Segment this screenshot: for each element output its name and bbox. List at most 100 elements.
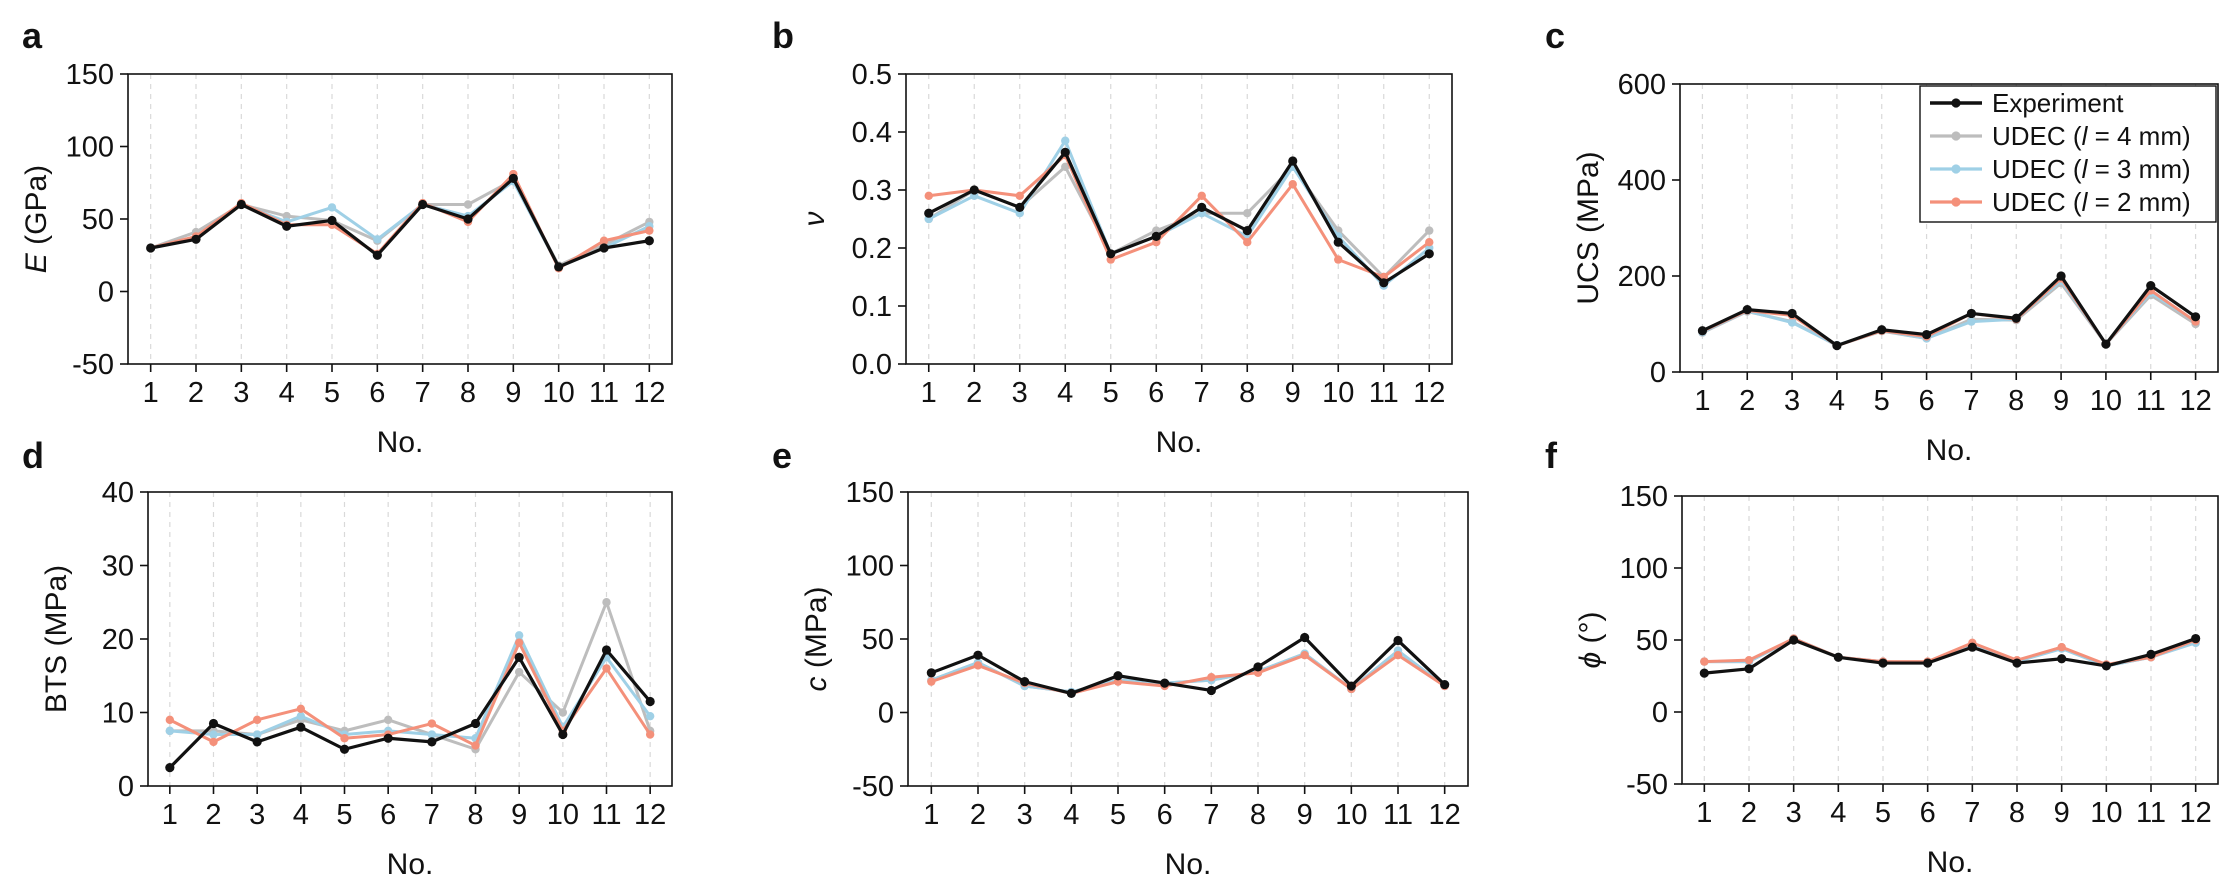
legend-label: UDEC (l = 4 mm) bbox=[1992, 121, 2191, 151]
y-tick-label: 0 bbox=[1652, 697, 1668, 729]
data-point-experiment bbox=[2011, 313, 2021, 323]
data-point-udec-l-4-mm bbox=[602, 598, 611, 607]
data-point-experiment bbox=[463, 214, 473, 224]
axes-frame bbox=[1681, 495, 2219, 785]
data-point-experiment bbox=[236, 199, 246, 210]
data-point-experiment bbox=[1015, 202, 1025, 212]
x-tick-label: 6 bbox=[1919, 385, 1935, 417]
x-tick-label: 4 bbox=[293, 799, 309, 831]
data-point-experiment bbox=[2101, 339, 2111, 349]
y-tick-label: 50 bbox=[862, 624, 894, 656]
x-tick-label: 4 bbox=[279, 377, 295, 409]
axes-frame bbox=[1679, 83, 2219, 373]
x-tick-label: 1 bbox=[1694, 385, 1710, 417]
data-point-udec-l-4-mm bbox=[1061, 162, 1070, 171]
panel-letter: b bbox=[772, 15, 794, 56]
x-tick-label: 4 bbox=[1057, 377, 1073, 409]
x-tick-label: 12 bbox=[634, 799, 666, 831]
panel-letter: f bbox=[1545, 435, 1558, 476]
x-tick-label: 12 bbox=[2179, 385, 2211, 417]
y-axis-symbol: c bbox=[800, 677, 833, 692]
data-point-udec-l-2-mm bbox=[1425, 238, 1434, 247]
legend-label-text: Experiment bbox=[1992, 88, 2124, 118]
data-point-udec-l-2-mm bbox=[599, 236, 609, 245]
x-tick-label: 1 bbox=[143, 377, 159, 409]
y-tick-label: 150 bbox=[846, 477, 894, 509]
data-point-experiment bbox=[383, 733, 393, 743]
data-point-experiment bbox=[1878, 658, 1888, 668]
series-line-experiment bbox=[150, 176, 650, 269]
data-point-experiment bbox=[1697, 326, 1708, 336]
data-point-experiment bbox=[1744, 664, 1754, 674]
data-point-experiment bbox=[1113, 671, 1123, 681]
y-axis-label: BTS (MPa) bbox=[40, 565, 73, 713]
legend-label-text: = 2 mm) bbox=[2087, 187, 2190, 217]
x-axis-label: No. bbox=[377, 426, 424, 459]
x-axis-label: No. bbox=[1165, 848, 1212, 881]
series-line-udec-l-2-mm bbox=[930, 653, 1446, 695]
data-point-udec-l-2-mm bbox=[1393, 650, 1403, 660]
x-tick-label: 1 bbox=[921, 377, 937, 409]
x-tick-label: 8 bbox=[1250, 799, 1266, 831]
series-line-experiment bbox=[928, 150, 1431, 285]
data-point-udec-l-3-mm bbox=[514, 631, 524, 640]
legend-label-variable: l bbox=[2082, 154, 2089, 184]
data-point-experiment bbox=[2191, 633, 2201, 644]
y-axis-label: ν bbox=[798, 212, 831, 227]
y-tick-label: 400 bbox=[1618, 165, 1666, 197]
x-tick-label: 5 bbox=[1103, 377, 1119, 409]
data-point-udec-l-2-mm bbox=[471, 741, 480, 750]
y-tick-label: -50 bbox=[1626, 769, 1668, 801]
data-point-experiment bbox=[1440, 679, 1450, 690]
data-point-experiment bbox=[146, 243, 156, 253]
data-point-experiment bbox=[1742, 305, 1752, 315]
y-tick-label: 150 bbox=[66, 59, 114, 91]
x-tick-label: 7 bbox=[1964, 797, 1980, 829]
legend-label-text: UDEC ( bbox=[1992, 187, 2082, 217]
x-tick-label: 1 bbox=[1696, 797, 1712, 829]
y-tick-label: 150 bbox=[1620, 481, 1668, 513]
legend-label-text: = 3 mm) bbox=[2087, 154, 2190, 184]
y-tick-label: 0.1 bbox=[852, 291, 892, 323]
data-point-experiment bbox=[296, 722, 306, 732]
y-axis-label: E (GPa) bbox=[20, 165, 53, 273]
data-point-experiment bbox=[645, 696, 655, 707]
data-point-udec-l-2-mm bbox=[1744, 655, 1754, 665]
x-tick-label: 5 bbox=[1875, 797, 1891, 829]
series-line-experiment bbox=[168, 648, 652, 769]
axes-frame bbox=[127, 73, 673, 365]
data-point-experiment bbox=[599, 243, 609, 253]
x-tick-label: 2 bbox=[970, 799, 986, 831]
data-point-experiment bbox=[1333, 237, 1343, 247]
x-tick-label: 6 bbox=[369, 377, 385, 409]
data-point-experiment bbox=[1242, 226, 1252, 236]
x-tick-label: 10 bbox=[2090, 385, 2122, 417]
y-tick-label: 100 bbox=[66, 132, 114, 164]
data-point-experiment bbox=[2101, 661, 2111, 671]
x-tick-label: 2 bbox=[966, 377, 982, 409]
x-tick-label: 11 bbox=[2136, 797, 2166, 829]
data-point-udec-l-3-mm bbox=[296, 711, 306, 721]
y-axis-symbol: ν bbox=[798, 212, 831, 227]
data-point-experiment bbox=[372, 250, 382, 260]
data-point-udec-l-2-mm bbox=[296, 704, 306, 714]
x-tick-label: 11 bbox=[2136, 385, 2166, 417]
data-point-experiment bbox=[1060, 147, 1070, 157]
data-point-udec-l-3-mm bbox=[252, 730, 262, 739]
x-tick-label: 3 bbox=[1012, 377, 1028, 409]
x-tick-label: 7 bbox=[424, 799, 440, 831]
series-line-udec-l-3-mm bbox=[169, 633, 652, 740]
data-point-udec-l-4-mm bbox=[463, 200, 473, 209]
legend-label-text: UDEC ( bbox=[1992, 154, 2082, 184]
data-point-experiment bbox=[1966, 308, 1977, 319]
y-tick-label: 0 bbox=[878, 698, 894, 730]
data-point-experiment bbox=[1699, 668, 1709, 678]
data-point-experiment bbox=[554, 262, 564, 272]
data-point-experiment bbox=[252, 737, 262, 747]
y-tick-label: 0.4 bbox=[852, 117, 892, 149]
data-point-experiment bbox=[1424, 249, 1434, 259]
x-tick-label: 11 bbox=[1383, 799, 1413, 831]
data-point-experiment bbox=[339, 744, 350, 754]
